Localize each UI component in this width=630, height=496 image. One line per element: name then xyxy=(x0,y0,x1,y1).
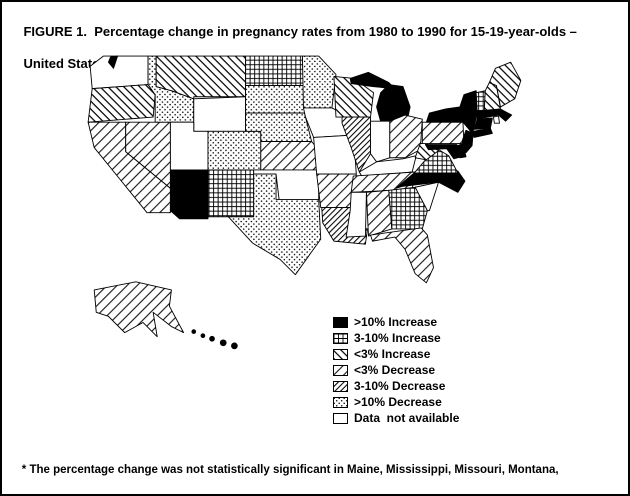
legend-label: <3% Decrease xyxy=(354,363,436,377)
state-tx xyxy=(227,173,322,276)
state-va xyxy=(413,149,459,174)
state-mn xyxy=(301,55,337,109)
figure-title-line1: FIGURE 1. Percentage change in pregnancy… xyxy=(23,24,577,39)
state-md xyxy=(424,144,462,160)
state-ms xyxy=(345,191,367,238)
state-ct xyxy=(473,117,493,130)
state-or xyxy=(87,84,156,123)
state-vt xyxy=(475,90,486,112)
state-wa xyxy=(89,55,149,90)
legend-swatch-white xyxy=(333,412,348,424)
state-ak xyxy=(93,281,185,338)
figure-footnote: * The percentage change was not statisti… xyxy=(9,448,559,494)
state-ny xyxy=(425,90,493,138)
state-co xyxy=(207,130,262,171)
state-ga xyxy=(388,186,428,230)
legend-swatch-stipple-dots xyxy=(333,396,348,408)
state-fl xyxy=(370,227,434,284)
legend-swatch-solid-black xyxy=(333,316,348,328)
state-nd xyxy=(245,55,304,87)
puget-sound-detail xyxy=(107,55,119,69)
legend-item: <3% Decrease xyxy=(333,362,459,378)
legend-label: 3-10% Decrease xyxy=(354,379,446,393)
legend-swatch-crosshatch-grid xyxy=(333,332,348,344)
legend-item: >10% Decrease xyxy=(333,394,459,410)
map-legend: >10% Increase 3-10% Increase <3% Increas… xyxy=(333,314,459,426)
legend-swatch-diagonal-slash-sparse xyxy=(333,364,348,376)
state-pa xyxy=(421,121,465,144)
legend-item: Data not available xyxy=(333,410,459,426)
legend-swatch-diagonal-backslash xyxy=(333,348,348,360)
state-al xyxy=(365,189,393,237)
legend-label: >10% Increase xyxy=(354,315,438,329)
legend-item: 3-10% Increase xyxy=(333,330,459,346)
legend-item: 3-10% Decrease xyxy=(333,378,459,394)
legend-item: <3% Increase xyxy=(333,346,459,362)
state-sd xyxy=(245,85,305,114)
state-hi xyxy=(191,329,238,350)
state-az xyxy=(169,169,209,220)
state-wy xyxy=(193,96,247,132)
legend-label: >10% Decrease xyxy=(354,395,442,409)
us-choropleth-map xyxy=(87,55,522,350)
state-nj xyxy=(461,129,474,154)
state-nm xyxy=(207,169,255,218)
footnote-line1: * The percentage change was not statisti… xyxy=(21,464,559,476)
state-sc xyxy=(414,181,440,212)
state-me xyxy=(488,61,522,108)
legend-label: Data not available xyxy=(354,411,460,425)
state-ri xyxy=(492,115,500,124)
legend-label: <3% Increase xyxy=(354,347,431,361)
state-ks xyxy=(260,141,318,171)
legend-label: 3-10% Increase xyxy=(354,331,441,345)
legend-swatch-diagonal-slash-dense xyxy=(333,380,348,392)
legend-item: >10% Increase xyxy=(333,314,459,330)
state-in xyxy=(370,120,391,163)
